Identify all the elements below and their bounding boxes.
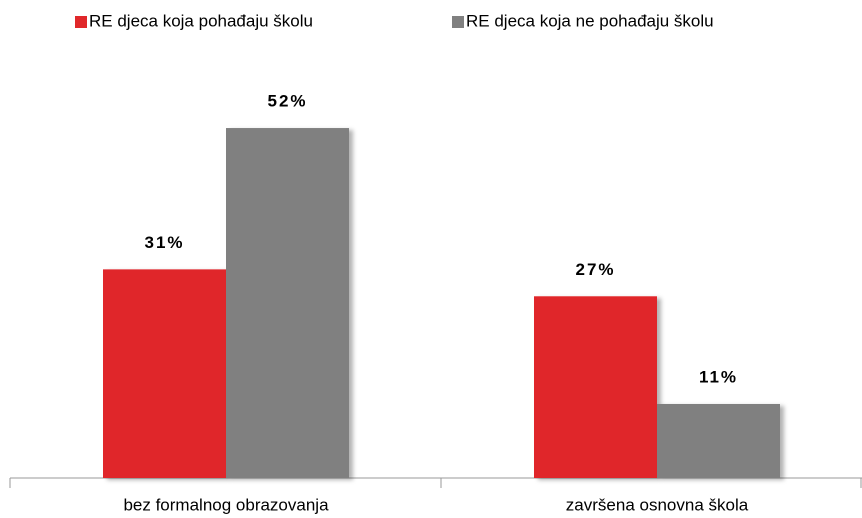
- bar: [226, 128, 349, 479]
- value-label: 31%: [144, 233, 184, 252]
- value-label: 27%: [575, 260, 615, 279]
- x-tick-label: završena osnovna škola: [566, 495, 749, 514]
- value-label: 11%: [699, 367, 738, 386]
- legend-swatch: [75, 16, 87, 28]
- bar: [534, 296, 657, 478]
- legend-label: RE djeca koja ne pohađaju školu: [466, 11, 714, 30]
- legend-swatch: [452, 16, 464, 28]
- value-label: 52%: [267, 92, 307, 111]
- x-tick-label: bez formalnog obrazovanja: [123, 495, 329, 514]
- bar: [103, 269, 226, 478]
- bar: [657, 403, 780, 478]
- legend-label: RE djeca koja pohađaju školu: [89, 11, 313, 30]
